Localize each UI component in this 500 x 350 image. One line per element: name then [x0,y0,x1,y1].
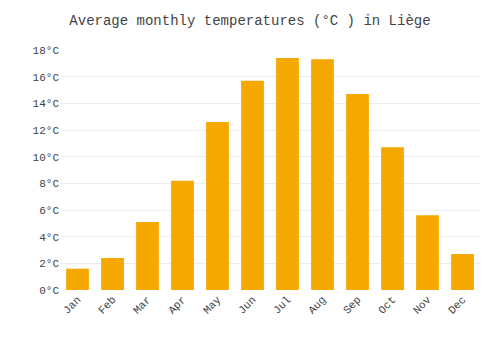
svg-text:2°C: 2°C [39,258,59,270]
svg-text:6°C: 6°C [39,205,59,217]
svg-text:Jul: Jul [271,294,293,316]
svg-text:Average monthly temperatures (: Average monthly temperatures (°C ) in Li… [69,13,430,29]
svg-text:Feb: Feb [96,294,118,316]
svg-text:Jan: Jan [61,294,83,316]
svg-text:Apr: Apr [166,294,188,316]
svg-text:Sep: Sep [341,294,363,316]
svg-text:4°C: 4°C [39,232,59,244]
svg-text:Jun: Jun [236,294,258,316]
svg-text:10°C: 10°C [33,152,60,164]
svg-text:Mar: Mar [131,294,153,316]
svg-text:16°C: 16°C [33,72,60,84]
svg-text:8°C: 8°C [39,178,59,190]
svg-text:Nov: Nov [411,294,434,317]
svg-text:May: May [201,294,224,317]
svg-text:12°C: 12°C [33,125,60,137]
svg-text:Oct: Oct [376,294,398,316]
svg-text:Dec: Dec [446,294,468,316]
svg-text:0°C: 0°C [39,285,59,297]
svg-text:Aug: Aug [306,294,328,316]
svg-text:18°C: 18°C [33,45,60,57]
svg-text:14°C: 14°C [33,98,60,110]
